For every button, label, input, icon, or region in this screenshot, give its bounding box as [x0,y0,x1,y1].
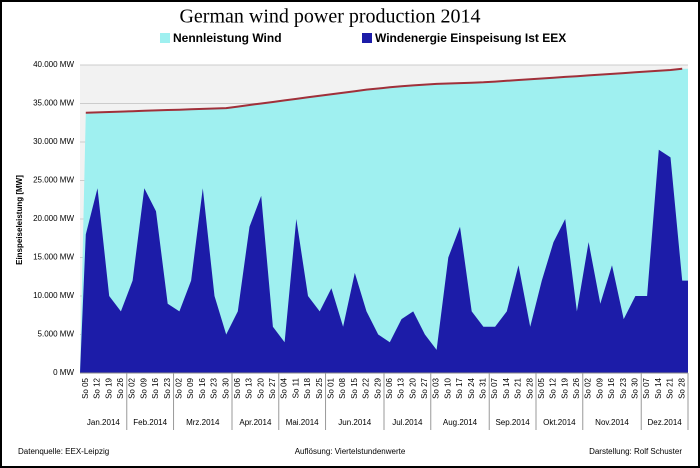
x-tick-label: So 21 [514,377,523,398]
area [80,68,688,374]
x-tick-label: So 16 [151,377,160,398]
x-tick-label: So 12 [93,377,102,398]
month-label: Jan.2014 [87,418,120,427]
y-tick-label: 5.000 MW [38,330,75,339]
x-tick-label: So 25 [315,377,324,398]
x-tick-label: So 12 [549,377,558,398]
y-tick-label: 30.000 MW [33,137,74,146]
x-tick-label: So 16 [607,377,616,398]
y-axis-label: Einspeiseleistung [MW] [15,175,24,265]
x-tick-label: So 20 [256,377,265,398]
x-tick-label: So 27 [420,377,429,398]
month-label: Feb.2014 [133,418,167,427]
x-tick-label: So 07 [642,377,651,398]
x-tick-label: So 02 [128,377,137,398]
month-label: Aug.2014 [443,418,478,427]
x-tick-label: So 31 [478,377,487,398]
x-tick-label: So 05 [537,377,546,398]
y-tick-label: 25.000 MW [33,176,74,185]
x-tick-label: So 13 [245,377,254,398]
month-label: Okt.2014 [543,418,576,427]
x-tick-label: So 27 [268,377,277,398]
x-tick-label: So 30 [221,377,230,398]
chart-title: German wind power production 2014 [179,6,480,28]
x-tick-label: So 20 [408,377,417,398]
x-tick-label: So 19 [104,377,113,398]
y-tick-label: 0 MW [53,368,74,377]
x-tick-label: So 23 [210,377,219,398]
legend-swatch [362,33,372,43]
y-tick-label: 40.000 MW [33,60,74,69]
x-tick-label: So 15 [350,377,359,398]
x-tick-label: So 28 [525,377,534,398]
y-tick-label: 20.000 MW [33,214,74,223]
x-tick-label: So 05 [81,377,90,398]
x-tick-label: So 24 [467,377,476,398]
x-tick-label: So 21 [666,377,675,398]
capacity-line [85,67,683,114]
footer-text: Darstellung: Rolf Schuster [589,447,682,456]
x-tick-label: So 10 [443,377,452,398]
footer-text: Auflösung: Viertelstundenwerte [295,447,406,456]
x-tick-label: So 26 [572,377,581,398]
x-tick-label: So 30 [630,377,639,398]
x-tick-label: So 09 [595,377,604,398]
x-tick-label: So 02 [584,377,593,398]
footer-text: Datenquelle: EEX-Leipzig [18,447,109,456]
x-tick-label: So 22 [362,377,371,398]
legend-label: Nennleistung Wind [173,31,282,45]
x-tick-label: So 08 [338,377,347,398]
x-tick-label: So 14 [654,377,663,398]
month-label: Jun.2014 [338,418,371,427]
x-tick-label: So 26 [116,377,125,398]
month-label: Apr.2014 [239,418,272,427]
x-tick-label: So 11 [291,377,300,398]
x-tick-label: So 16 [198,377,207,398]
x-tick-label: So 02 [174,377,183,398]
x-tick-label: So 01 [326,377,335,398]
x-tick-label: So 04 [280,377,289,398]
x-tick-label: So 18 [303,377,312,398]
month-label: Dez.2014 [647,418,682,427]
legend-label: Windenergie Einspeisung Ist EEX [375,31,566,45]
y-tick-label: 35.000 MW [33,99,74,108]
y-tick-label: 10.000 MW [33,291,74,300]
x-tick-label: So 23 [619,377,628,398]
x-tick-label: So 06 [385,377,394,398]
month-label: Nov.2014 [595,418,629,427]
x-tick-label: So 03 [432,377,441,398]
x-tick-label: So 29 [373,377,382,398]
month-label: Jul.2014 [392,418,423,427]
x-tick-label: So 09 [139,377,148,398]
x-tick-label: So 13 [397,377,406,398]
x-tick-label: So 07 [490,377,499,398]
x-tick-label: So 28 [677,377,686,398]
month-label: Sep.2014 [495,418,530,427]
x-tick-label: So 23 [163,377,172,398]
legend-swatch [160,33,170,43]
x-tick-label: So 19 [560,377,569,398]
month-label: Mai.2014 [286,418,319,427]
x-tick-label: So 09 [186,377,195,398]
y-tick-label: 15.000 MW [33,253,74,262]
month-label: Mrz.2014 [186,418,220,427]
x-tick-label: So 06 [233,377,242,398]
area [80,149,688,373]
x-tick-label: So 14 [502,377,511,398]
x-tick-label: So 17 [455,377,464,398]
